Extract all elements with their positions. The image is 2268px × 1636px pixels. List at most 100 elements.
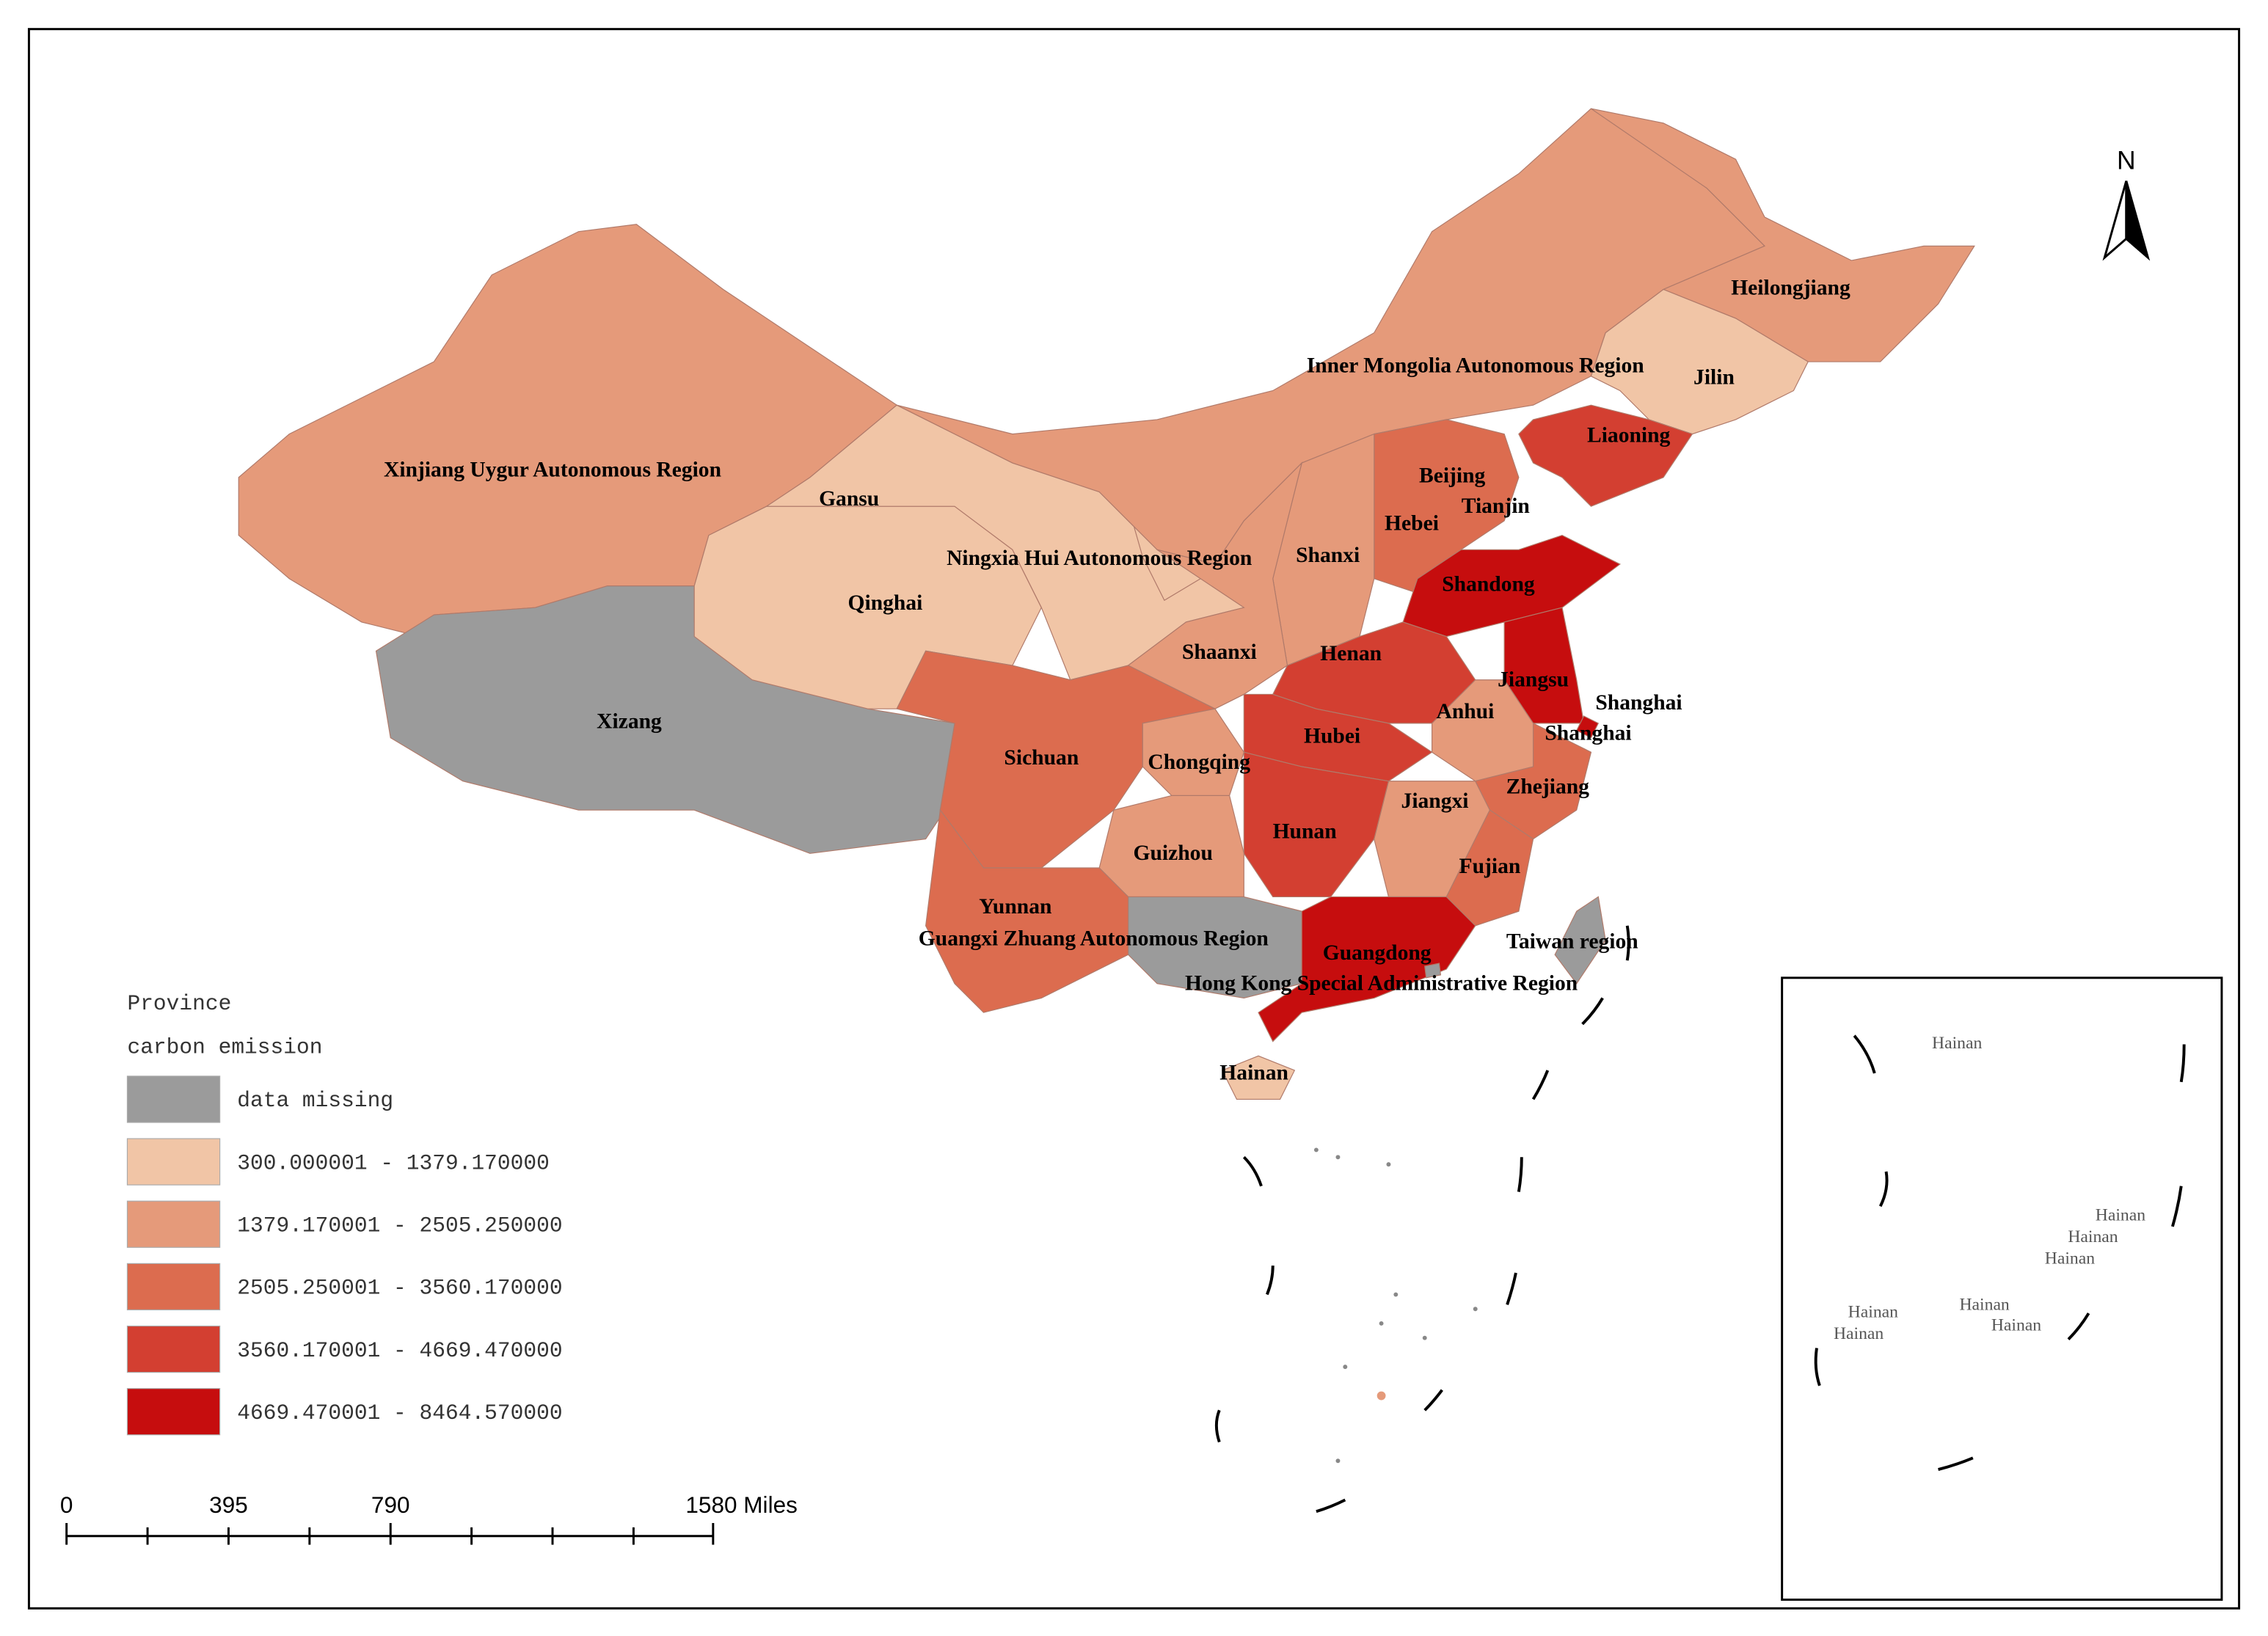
region <box>1590 288 1809 435</box>
legend-swatch <box>126 1325 221 1373</box>
dash <box>1531 1070 1550 1100</box>
region-label: Inner Mongolia Autonomous Region <box>1307 354 1644 378</box>
legend-label: 1379.170001 - 2505.250000 <box>237 1213 562 1238</box>
inset-dash <box>1938 1456 1974 1471</box>
inset-label: Hainan <box>2068 1227 2118 1246</box>
regions <box>238 108 1975 1100</box>
map-frame <box>27 28 2241 1610</box>
inset-label: Hainan <box>2045 1249 2095 1268</box>
dash <box>1625 925 1630 961</box>
inset-label: Hainan <box>1834 1324 1884 1343</box>
island <box>1473 1307 1478 1312</box>
dash <box>1242 1155 1263 1187</box>
inset-dash <box>1878 1171 1889 1208</box>
region-label: Taiwan region <box>1506 930 1638 953</box>
legend-title: carbon emission <box>127 1034 322 1059</box>
island <box>1422 1335 1427 1340</box>
region-label: Hubei <box>1304 724 1360 748</box>
region-label: Guangxi Zhuang Autonomous Region <box>919 927 1269 950</box>
region-label: Shaanxi <box>1182 640 1257 664</box>
inset-label: Hainan <box>1991 1315 2041 1334</box>
legend-swatch <box>126 1200 221 1248</box>
region-label: Jilin <box>1693 365 1735 389</box>
region-label: Hong Kong Special Administrative Region <box>1185 971 1578 995</box>
region-label: Zhejiang <box>1506 775 1590 798</box>
region <box>1128 896 1302 999</box>
inset-label: Hainan <box>1959 1296 2009 1315</box>
scale-label: 395 <box>209 1491 248 1518</box>
scale-bar: 0 395 790 1580 Miles <box>60 1491 798 1545</box>
scale-label: 1580 Miles <box>685 1491 797 1518</box>
dash <box>1581 997 1604 1026</box>
sea-boundaries <box>1214 925 1630 1513</box>
region-label: Hunan <box>1273 819 1337 843</box>
dash <box>1423 1389 1443 1412</box>
region-label: Qinghai <box>848 591 923 615</box>
inset-dash <box>2067 1312 2090 1341</box>
legend-swatch <box>126 1138 221 1186</box>
dash <box>1214 1409 1221 1443</box>
inset-dash <box>1853 1034 1876 1074</box>
inset-dash <box>2179 1044 2186 1083</box>
region-label: Shanghai <box>1545 721 1631 745</box>
region-labels: Xinjiang Uygur Autonomous Region Xizang Qi… <box>384 276 1851 1084</box>
legend-label: 4669.470001 - 8464.570000 <box>237 1401 562 1425</box>
region <box>1445 809 1534 927</box>
region-label: Hebei <box>1385 512 1439 536</box>
inset-label: Hainan <box>2096 1206 2145 1225</box>
region-label: Shanxi <box>1296 544 1360 567</box>
legend-label: data missing <box>237 1088 393 1113</box>
region <box>1518 404 1693 507</box>
legend: Province carbon emission data missing 300… <box>126 991 563 1436</box>
north-arrow-left <box>2102 180 2128 261</box>
legend-swatch <box>126 1388 221 1436</box>
legend-title: Province <box>127 991 231 1016</box>
region <box>1221 1055 1296 1100</box>
island <box>1343 1365 1348 1370</box>
region-label: Jiangsu <box>1498 668 1569 691</box>
region-label: Anhui <box>1436 700 1494 723</box>
north-arrow-right <box>2125 180 2151 261</box>
region-label: Guangdong <box>1323 941 1432 965</box>
region <box>1575 715 1600 739</box>
region <box>1258 896 1476 1042</box>
region-label: Beijing <box>1419 464 1486 488</box>
region-label: Henan <box>1320 642 1382 665</box>
dash <box>1266 1266 1275 1296</box>
scale-label: 790 <box>371 1491 410 1518</box>
island <box>1313 1147 1319 1153</box>
region-label: Ningxia Hui Autonomous Region <box>947 547 1252 570</box>
region-label: Shanghai <box>1595 691 1682 715</box>
region <box>1424 963 1442 979</box>
region-label: Heilongjiang <box>1731 276 1851 299</box>
inset-dash <box>2170 1186 2183 1227</box>
legend-label: 3560.170001 - 4669.470000 <box>237 1338 562 1363</box>
north-arrow: N <box>2102 145 2151 261</box>
region-label: Jiangxi <box>1401 789 1469 813</box>
inset-dash <box>1814 1348 1821 1387</box>
region-label: Gansu <box>819 487 879 511</box>
inset-frame <box>1781 976 2223 1601</box>
legend-label: 2505.250001 - 3560.170000 <box>237 1276 562 1301</box>
region-label: Guizhou <box>1134 841 1213 865</box>
dash <box>1517 1157 1523 1192</box>
scale-label: 0 <box>60 1491 73 1518</box>
region-label: Liaoning <box>1587 423 1671 447</box>
island <box>1377 1391 1386 1401</box>
legend-swatch <box>126 1263 221 1311</box>
inset-label: Hainan <box>1932 1034 1982 1053</box>
region-label: Sichuan <box>1004 746 1079 770</box>
island <box>1335 1458 1341 1464</box>
region-label: Xinjiang Uygur Autonomous Region <box>384 459 721 482</box>
region <box>1243 751 1390 898</box>
region-label: Xizang <box>597 710 662 734</box>
region-label: Hainan <box>1219 1062 1288 1085</box>
island <box>1393 1292 1399 1297</box>
inset-label: Hainan <box>1848 1303 1898 1322</box>
dash <box>1316 1498 1346 1513</box>
region <box>1554 896 1606 985</box>
region-label: Yunnan <box>979 895 1051 919</box>
